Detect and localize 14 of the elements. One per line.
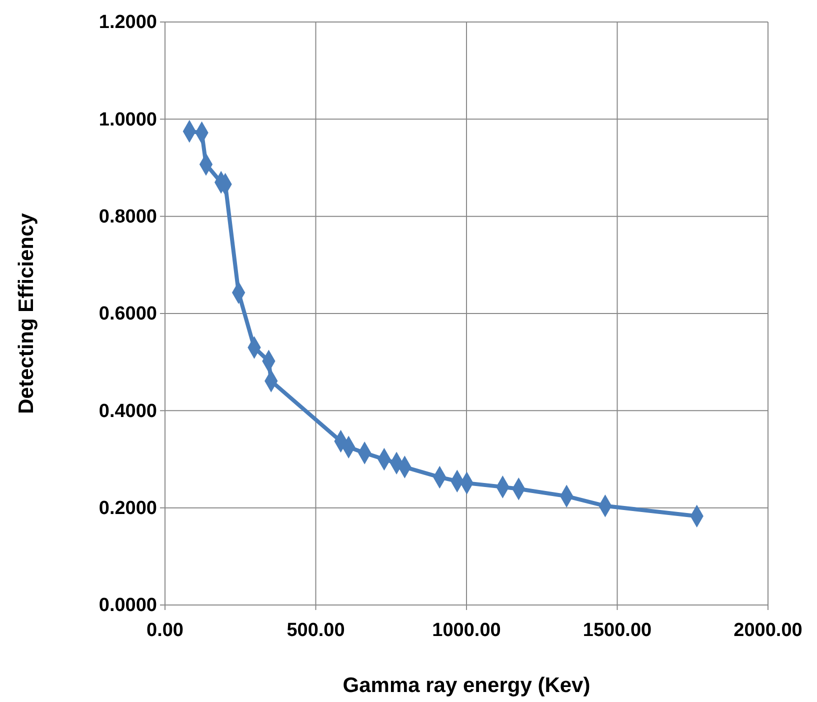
y-tick-label: 0.2000 — [98, 498, 157, 519]
x-tick-label: 2000.00 — [734, 620, 802, 641]
x-tick-label: 0.00 — [146, 620, 184, 641]
y-tick-label: 1.0000 — [98, 109, 157, 130]
y-tick-label: 0.6000 — [98, 304, 157, 325]
y-tick-label: 0.4000 — [98, 400, 157, 422]
x-tick-label: 1000.00 — [432, 620, 501, 641]
x-axis-title: Gamma ray energy (Kev) — [342, 674, 590, 697]
y-tick-label: 0.8000 — [98, 206, 157, 228]
y-axis-title: Detecting Efficiency — [15, 212, 38, 414]
y-tick-label: 1.2000 — [98, 12, 157, 34]
y-tick-label: 0.0000 — [98, 595, 157, 616]
x-tick-label: 1500.00 — [582, 620, 652, 641]
x-tick-label: 500.00 — [286, 620, 345, 641]
